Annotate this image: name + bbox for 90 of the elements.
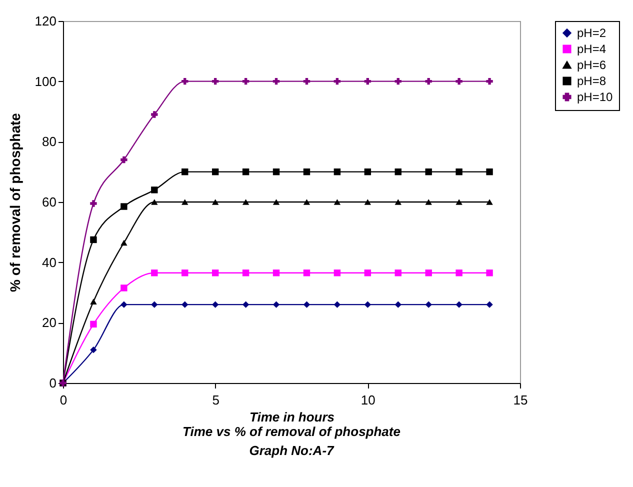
x-axis-title: Time in hours	[250, 410, 334, 424]
point	[182, 199, 188, 205]
point	[394, 199, 402, 205]
point	[425, 301, 432, 308]
point	[90, 346, 97, 354]
point	[394, 270, 402, 276]
point	[334, 78, 341, 85]
text: Graph No:A-7	[249, 443, 335, 458]
point	[456, 270, 462, 276]
point	[272, 301, 280, 308]
point	[120, 301, 128, 308]
point	[182, 78, 188, 85]
y-tick-label: 80	[42, 134, 56, 150]
point	[90, 236, 97, 244]
x-tick-label: 5	[212, 392, 220, 408]
y-tick-label: 40	[42, 254, 56, 270]
point	[303, 168, 310, 176]
point	[272, 199, 280, 205]
point	[486, 270, 493, 276]
point	[242, 301, 250, 308]
point	[90, 298, 97, 304]
point	[151, 111, 158, 118]
point	[212, 270, 219, 276]
point	[120, 156, 128, 164]
point	[90, 200, 97, 207]
point	[456, 199, 462, 205]
x-tick-label: 0	[60, 392, 68, 408]
point	[486, 301, 493, 308]
point	[486, 199, 493, 205]
point	[456, 168, 462, 176]
point	[182, 168, 188, 176]
point	[212, 78, 219, 85]
point	[212, 301, 219, 308]
y-tick-label: 20	[42, 315, 56, 330]
legend-label: pH=8	[577, 74, 606, 88]
point	[272, 168, 280, 176]
legend-label: pH=10	[577, 90, 614, 104]
point	[212, 168, 219, 176]
point	[151, 270, 158, 276]
point	[425, 270, 432, 276]
point	[242, 168, 250, 176]
point	[334, 199, 341, 205]
y-axis-title: % of removal of phosphate	[6, 112, 23, 292]
y-tick-label: 120	[34, 14, 56, 28]
point	[425, 78, 432, 85]
point	[486, 168, 493, 176]
point	[242, 270, 250, 276]
point	[303, 199, 310, 205]
point	[364, 199, 372, 205]
point	[303, 78, 310, 85]
point	[334, 270, 341, 276]
point	[364, 270, 372, 276]
point	[394, 168, 402, 176]
y-tick-label: 0	[49, 376, 56, 390]
y-tick-label: 100	[34, 74, 56, 89]
point	[212, 199, 219, 205]
legend-label: pH=6	[577, 58, 606, 72]
point	[425, 199, 432, 205]
point	[456, 301, 462, 308]
legend-label: pH=4	[577, 42, 606, 56]
point	[303, 301, 310, 308]
point	[334, 168, 341, 176]
point	[151, 199, 158, 205]
point	[303, 270, 310, 276]
point	[334, 301, 341, 308]
point	[120, 240, 128, 246]
point	[364, 78, 372, 85]
legend-label: pH=2	[577, 26, 606, 40]
x-tick-label: 15	[513, 392, 528, 408]
point	[182, 301, 188, 308]
point	[272, 78, 280, 85]
point	[151, 301, 158, 308]
y-tick-label: 60	[42, 194, 56, 210]
point	[456, 78, 462, 85]
point	[425, 168, 432, 176]
point	[272, 270, 280, 276]
point	[394, 301, 402, 308]
point	[182, 270, 188, 276]
point	[394, 78, 402, 85]
x-tick-label: 10	[360, 392, 376, 408]
point	[364, 168, 372, 176]
point	[242, 199, 250, 205]
point	[120, 203, 128, 210]
point	[486, 78, 493, 85]
point	[90, 320, 97, 328]
point	[120, 284, 128, 292]
text: Time vs % of removal of phosphate	[182, 424, 400, 439]
point	[242, 78, 250, 85]
point	[151, 186, 158, 194]
point	[364, 301, 372, 308]
